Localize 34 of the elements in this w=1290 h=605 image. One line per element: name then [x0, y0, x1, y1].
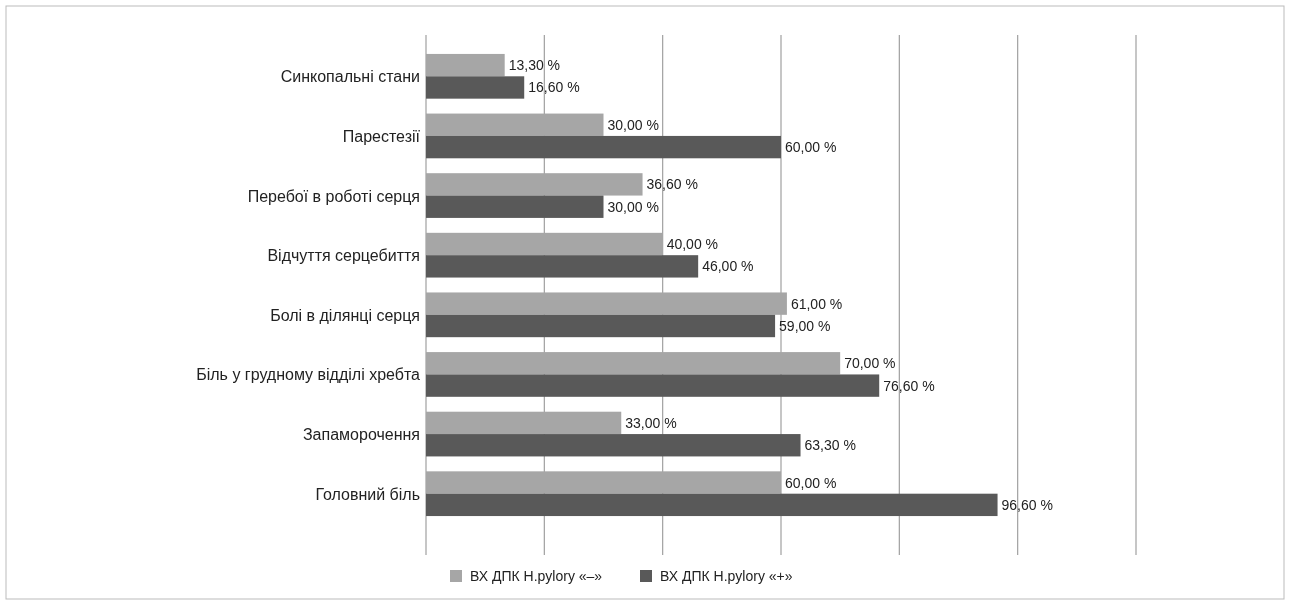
data-label: 30,00 % — [607, 116, 659, 133]
legend-label: ВХ ДПК H.pylory «+» — [660, 568, 793, 584]
y-tick-label: Перебої в роботі серця — [247, 187, 420, 205]
bar — [426, 76, 525, 99]
bar — [426, 195, 604, 218]
data-label: 96,60 % — [1001, 496, 1053, 513]
data-label: 46,00 % — [702, 258, 754, 275]
y-tick-label: Синкопальні стани — [280, 68, 420, 86]
data-label: 16,60 % — [528, 79, 580, 96]
data-label: 33,00 % — [625, 414, 677, 431]
data-label: 70,00 % — [844, 355, 896, 372]
data-label: 30,00 % — [607, 198, 659, 215]
data-label: 60,00 % — [785, 474, 837, 491]
data-label: 76,60 % — [883, 377, 935, 394]
data-label: 40,00 % — [666, 236, 719, 253]
data-label: 60,00 % — [785, 139, 837, 156]
bar — [426, 255, 699, 278]
y-tick-label: Парестезії — [342, 127, 421, 145]
y-tick-label: Болі в ділянці серця — [270, 306, 420, 324]
data-label: 36,60 % — [646, 176, 698, 193]
y-tick-label: Запаморочення — [302, 426, 420, 444]
bar — [426, 434, 801, 457]
data-label: 13,30 % — [508, 57, 561, 74]
bar — [426, 135, 781, 159]
bar — [426, 374, 880, 397]
data-label: 61,00 % — [790, 295, 843, 312]
legend-label: ВХ ДПК H.pylory «–» — [470, 568, 603, 584]
y-tick-label: Головний біль — [315, 485, 420, 503]
bar — [426, 314, 776, 338]
y-tick-label: Відчуття серцебиття — [267, 247, 420, 265]
data-label: 63,30 % — [804, 437, 856, 454]
bar — [426, 493, 998, 517]
data-label: 59,00 % — [779, 317, 831, 334]
y-tick-label: Біль у грудному відділі хребта — [196, 366, 421, 384]
